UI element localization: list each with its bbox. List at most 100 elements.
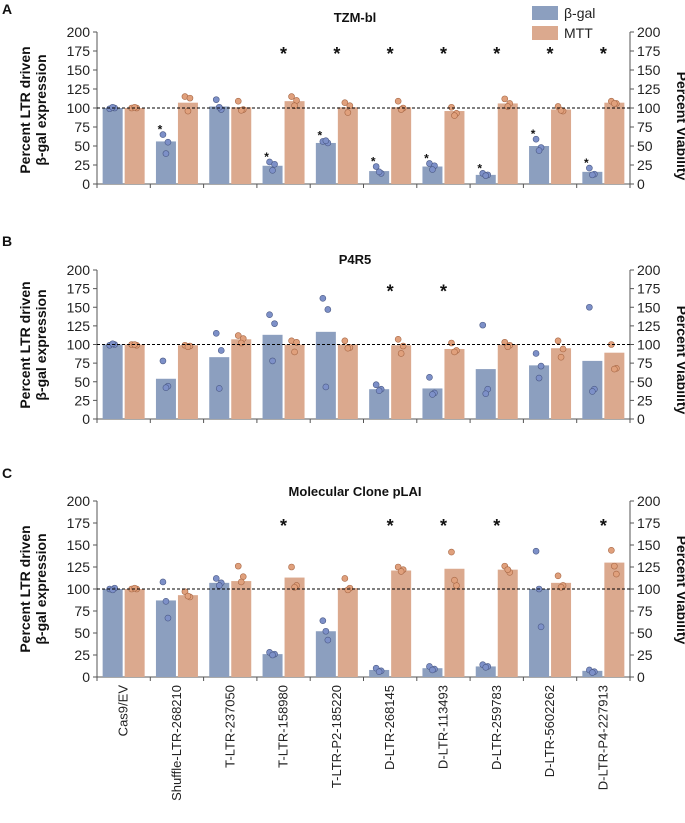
bar-mtt [177,345,198,419]
point-bgal [271,320,278,327]
significance-marker: * [440,282,447,302]
bar-bgal [529,146,550,184]
point-bgal [109,340,116,348]
category-label: D-LTR-259783 [489,685,504,770]
significance-marker: * [280,44,287,64]
point-mtt [611,100,618,107]
significance-marker-small: * [371,155,376,169]
point-mtt [504,343,512,351]
bar-mtt [551,348,572,419]
point-bgal [322,137,330,144]
left-tick-label: 50 [74,625,90,641]
left-tick-label: 100 [67,581,91,597]
point-mtt [559,345,567,353]
left-tick-label: 150 [67,299,91,315]
bar-mtt [124,589,145,677]
point-mtt [184,107,192,115]
point-mtt [451,112,458,119]
point-mtt [611,365,618,373]
point-bgal [109,103,116,111]
right-tick-label: 175 [637,515,661,531]
left-tick-label: 75 [74,603,90,619]
right-tick-label: 75 [637,603,653,619]
significance-marker: * [440,516,447,536]
category-label: T-LTR-P2-185220 [329,685,344,788]
right-tick-label: 25 [637,157,653,173]
point-bgal [109,586,116,594]
significance-marker: * [600,44,607,64]
point-bgal [586,164,593,172]
legend: β-gal MTT [532,5,595,41]
right-tick-label: 25 [637,647,653,663]
point-mtt [234,332,242,339]
point-mtt [234,97,242,105]
point-mtt [397,350,405,357]
point-bgal [375,387,383,394]
significance-marker-small: * [477,161,482,175]
bar-mtt [177,102,198,184]
point-bgal [532,135,540,143]
significance-marker-small: * [424,151,429,165]
point-bgal [426,373,433,381]
bar-bgal [369,389,390,419]
panel-a: 0 0 25 25 50 50 75 75 100 100 125 125 150 150 175 175 20… [67,24,661,192]
point-mtt [448,339,455,347]
right-tick-label: 50 [637,138,653,154]
point-mtt [397,106,405,113]
bar-bgal [475,174,496,184]
left-tick-label: 200 [67,493,91,509]
left-tick-label: 50 [74,138,90,154]
left-tick-label: 0 [82,411,90,427]
left-tick-label: 125 [67,318,91,334]
point-mtt [504,103,512,110]
right-tick-label: 150 [637,537,661,553]
left-axis-label-b: Percent LTR driven β-gal expression [17,281,49,408]
left-tick-label: 175 [67,43,91,59]
bar-mtt [284,101,305,184]
right-tick-label: 200 [637,493,661,509]
point-bgal [269,167,276,174]
point-bgal [535,147,543,154]
point-mtt [501,338,509,346]
point-bgal [162,598,170,605]
bar-mtt [391,570,412,677]
point-mtt [288,563,295,571]
point-bgal [319,617,327,624]
left-axis-label-a: Percent LTR driven β-gal expression [17,46,49,173]
right-tick-label: 175 [637,281,661,297]
legend-swatch-bgal [532,6,558,20]
point-mtt [237,339,245,347]
bar-mtt [231,339,252,419]
bar-mtt [231,107,252,184]
left-tick-label: 75 [74,119,90,135]
bar-mtt [444,111,465,184]
bar-mtt [124,344,145,419]
left-tick-label: 50 [74,374,90,390]
category-label: D-LTR-113493 [435,685,450,769]
bar-mtt [337,107,358,184]
point-bgal [215,582,223,589]
left-axis-label-b-line1: Percent LTR driven [17,281,33,408]
significance-marker: * [440,44,447,64]
point-mtt [291,348,298,356]
legend-label-mtt: MTT [564,25,593,41]
point-bgal [322,383,330,391]
left-tick-label: 175 [67,515,91,531]
right-tick-label: 200 [637,262,661,278]
point-bgal [535,374,543,382]
bar-bgal [529,365,550,419]
point-bgal [324,306,332,313]
significance-marker: * [387,44,394,64]
right-tick-label: 100 [637,100,661,116]
point-bgal [375,668,383,676]
point-bgal [537,362,545,370]
bar-mtt [444,568,465,677]
category-label: T-LTR-237050 [222,685,237,768]
panel-title-a: TZM-bl [334,10,377,25]
bar-bgal [155,600,176,677]
right-tick-label: 150 [637,299,661,315]
point-mtt [288,93,295,100]
left-tick-label: 150 [67,537,91,553]
left-tick-label: 125 [67,81,91,97]
right-axis-label-b: Percent Viability [674,306,685,415]
